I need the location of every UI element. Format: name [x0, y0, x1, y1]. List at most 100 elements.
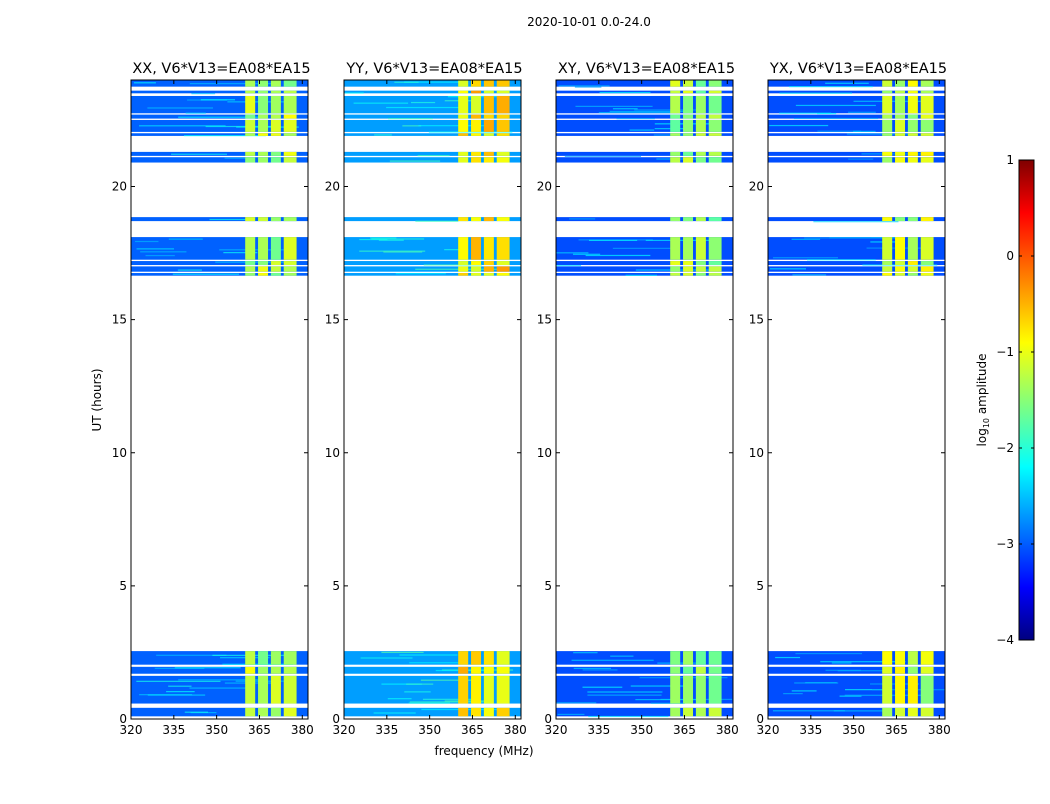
x-tick-label: 365 — [885, 723, 908, 737]
noise-streak — [415, 220, 459, 222]
band-cell-1 — [895, 114, 906, 119]
band-cell-3 — [708, 80, 722, 87]
band-cell-3 — [283, 707, 297, 717]
y-tick-label: 20 — [749, 180, 764, 194]
band-cell-2 — [270, 651, 281, 665]
band-cell-2 — [270, 273, 281, 276]
band-cell-1 — [471, 151, 482, 156]
band-cell-3 — [920, 157, 934, 163]
band-cell-1 — [895, 675, 906, 704]
y-tick-label: 15 — [749, 313, 764, 327]
noise-streak — [139, 125, 226, 127]
y-tick-label: 0 — [544, 712, 552, 726]
panel-0: XX, V6*V13=EA08*EA15 320 335 350 365 380 0 5 10 1… — [112, 61, 314, 737]
band-cell-1 — [471, 651, 482, 665]
segment-background-8 — [344, 217, 521, 222]
colorbar-gradient — [1018, 159, 1035, 641]
band-cell-2 — [695, 237, 706, 260]
band-cell-3 — [283, 80, 297, 87]
band-cell-0 — [245, 217, 256, 222]
noise-streak — [634, 109, 701, 111]
segment-background-10 — [556, 151, 733, 156]
band-cell-1 — [471, 90, 482, 94]
band-cell-0 — [882, 95, 893, 114]
segment-background-9 — [131, 157, 308, 163]
noise-streak — [612, 247, 679, 249]
segment-background-0 — [344, 707, 521, 717]
band-cell-1 — [683, 666, 694, 674]
band-cell-0 — [882, 90, 893, 94]
noise-streak — [209, 218, 252, 221]
noise-streak — [845, 689, 883, 691]
band-cell-2 — [695, 95, 706, 114]
segment-background-12 — [556, 119, 733, 132]
segment-background-0 — [131, 707, 308, 717]
noise-streak — [410, 101, 436, 104]
noise-streak — [870, 683, 920, 685]
band-cell-3 — [920, 266, 934, 272]
x-tick-label: 365 — [461, 723, 484, 737]
band-cell-0 — [458, 237, 469, 260]
band-cell-1 — [471, 114, 482, 119]
band-cell-1 — [895, 237, 906, 260]
band-cell-0 — [245, 119, 256, 132]
band-cell-3 — [920, 95, 934, 114]
band-cell-3 — [283, 151, 297, 156]
band-cell-3 — [708, 119, 722, 132]
noise-streak — [574, 86, 602, 88]
band-cell-2 — [483, 273, 494, 276]
band-cell-3 — [920, 707, 934, 717]
band-cell-2 — [695, 217, 706, 222]
noise-streak — [177, 269, 202, 271]
figure-suptitle: 2020-10-01 0.0-24.0 — [527, 15, 651, 29]
noise-streak — [423, 264, 482, 266]
band-cell-2 — [695, 80, 706, 87]
noise-streak — [792, 274, 827, 276]
band-cell-0 — [882, 666, 893, 674]
band-cell-3 — [283, 133, 297, 136]
colorbar-label: log10 amplitude — [975, 354, 991, 447]
colorbar-tick-label: −3 — [996, 537, 1014, 551]
noise-streak — [353, 102, 409, 104]
band-cell-3 — [708, 157, 722, 163]
band-cell-0 — [670, 237, 681, 260]
noise-streak — [573, 253, 601, 255]
band-cell-2 — [907, 666, 918, 674]
band-cell-3 — [496, 119, 510, 132]
panel-1: YY, V6*V13=EA08*EA15 320 335 350 365 380 0 5 10 1… — [325, 61, 527, 737]
y-tick-label: 10 — [112, 446, 127, 460]
band-cell-2 — [695, 273, 706, 276]
noise-streak — [609, 110, 684, 112]
band-cell-1 — [683, 261, 694, 266]
band-cell-1 — [258, 114, 269, 119]
band-cell-3 — [496, 90, 510, 94]
band-cell-3 — [496, 675, 510, 704]
noise-streak — [588, 239, 638, 242]
noise-streak — [389, 160, 441, 162]
band-cell-2 — [907, 217, 918, 222]
y-tick-label: 5 — [544, 579, 552, 593]
noise-streak — [846, 133, 918, 135]
noise-streak — [227, 101, 288, 103]
band-cell-1 — [471, 119, 482, 132]
noise-streak — [387, 698, 412, 700]
y-tick-label: 0 — [332, 712, 340, 726]
band-cell-0 — [882, 266, 893, 272]
band-cell-3 — [496, 666, 510, 674]
band-cell-1 — [895, 151, 906, 156]
band-cell-2 — [270, 151, 281, 156]
noise-streak — [588, 715, 669, 718]
y-tick-label: 20 — [112, 180, 127, 194]
noise-streak — [185, 112, 206, 114]
noise-streak — [657, 662, 704, 664]
band-cell-2 — [270, 266, 281, 272]
band-cell-1 — [895, 217, 906, 222]
noise-streak — [200, 99, 236, 101]
band-cell-1 — [895, 273, 906, 276]
noise-streak — [813, 221, 899, 223]
colorbar-tick-label: −4 — [996, 633, 1014, 647]
band-cell-2 — [270, 119, 281, 132]
band-cell-2 — [483, 707, 494, 717]
segment-background-15 — [768, 90, 945, 94]
colorbar-ticks: 1 0 −1 −2 −3 −4 — [996, 153, 1034, 647]
